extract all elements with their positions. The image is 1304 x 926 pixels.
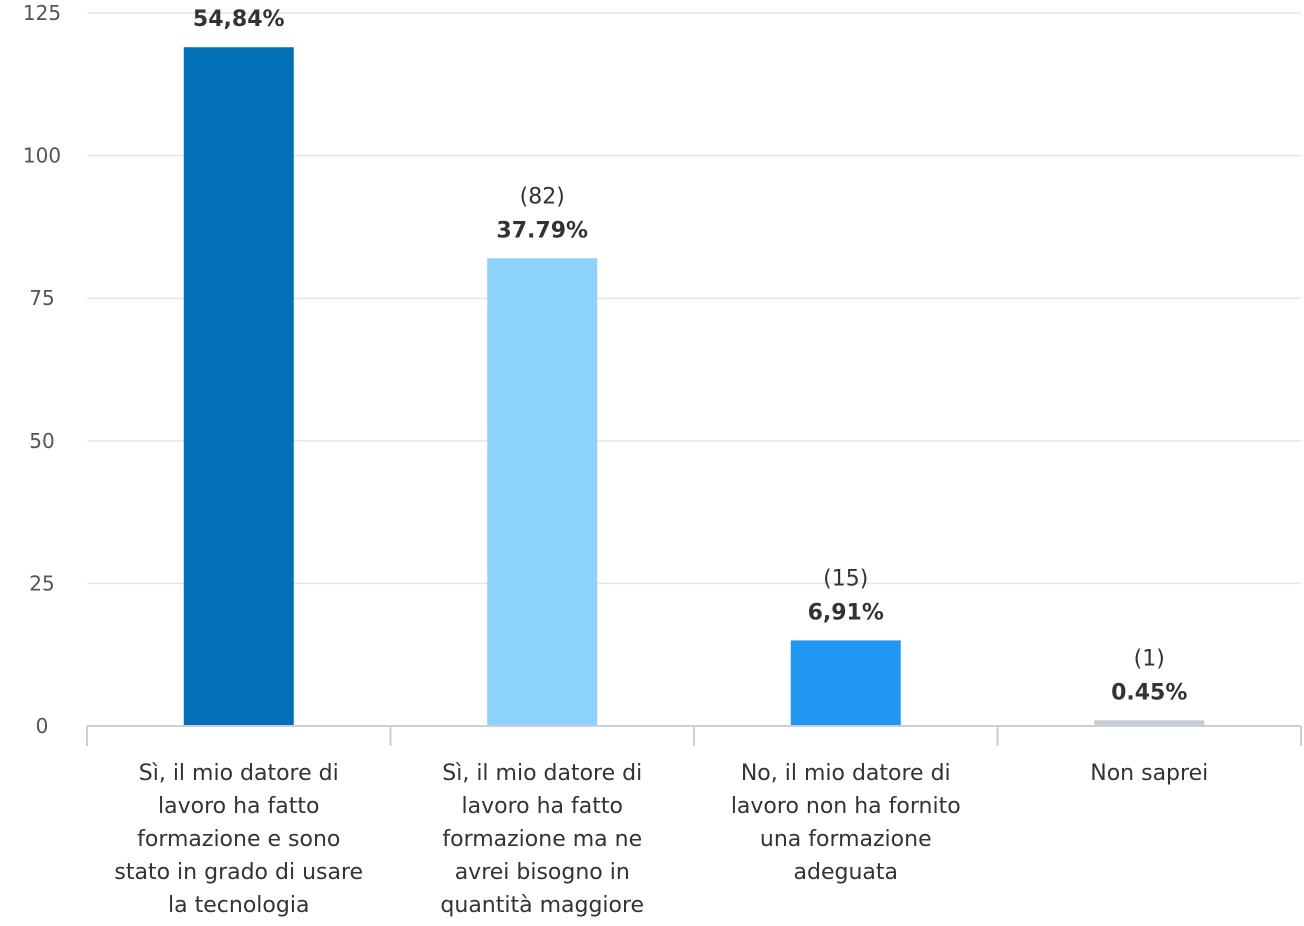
bar [183, 47, 294, 726]
percent-label: 6,91% [808, 600, 884, 625]
x-category-label: Sì, il mio datore di lavoro ha fatto for… [114, 761, 364, 918]
y-tick-label: 100 [23, 144, 61, 168]
y-tick-label: 125 [23, 1, 61, 25]
percent-label: 37.79% [496, 218, 588, 243]
y-tick-label: 25 [29, 571, 54, 595]
x-category-label: No, il mio datore di lavoro non ha forni… [730, 761, 961, 885]
y-tick-label: 50 [29, 429, 54, 453]
bars [183, 47, 1205, 726]
bar [790, 640, 901, 726]
y-tick-label: 75 [29, 286, 54, 310]
y-axis-ticks: 0 25 50 75 100 125 [23, 1, 61, 738]
bar [1094, 720, 1205, 726]
bar [487, 258, 598, 726]
percent-label: 54,84% [193, 7, 285, 32]
count-label: (82) [520, 184, 565, 209]
x-category-label: Sì, il mio datore di lavoro ha fatto for… [440, 761, 645, 918]
percent-label: 0.45% [1111, 680, 1187, 705]
x-category-label: Non saprei [1090, 761, 1209, 786]
count-label: (15) [823, 566, 868, 591]
x-axis [86, 725, 1302, 746]
y-tick-label: 0 [36, 714, 49, 738]
data-labels: (119)54,84%(82)37.79%(15)6,91%(1)0.45% [193, 7, 1187, 705]
count-label: (1) [1134, 646, 1165, 671]
